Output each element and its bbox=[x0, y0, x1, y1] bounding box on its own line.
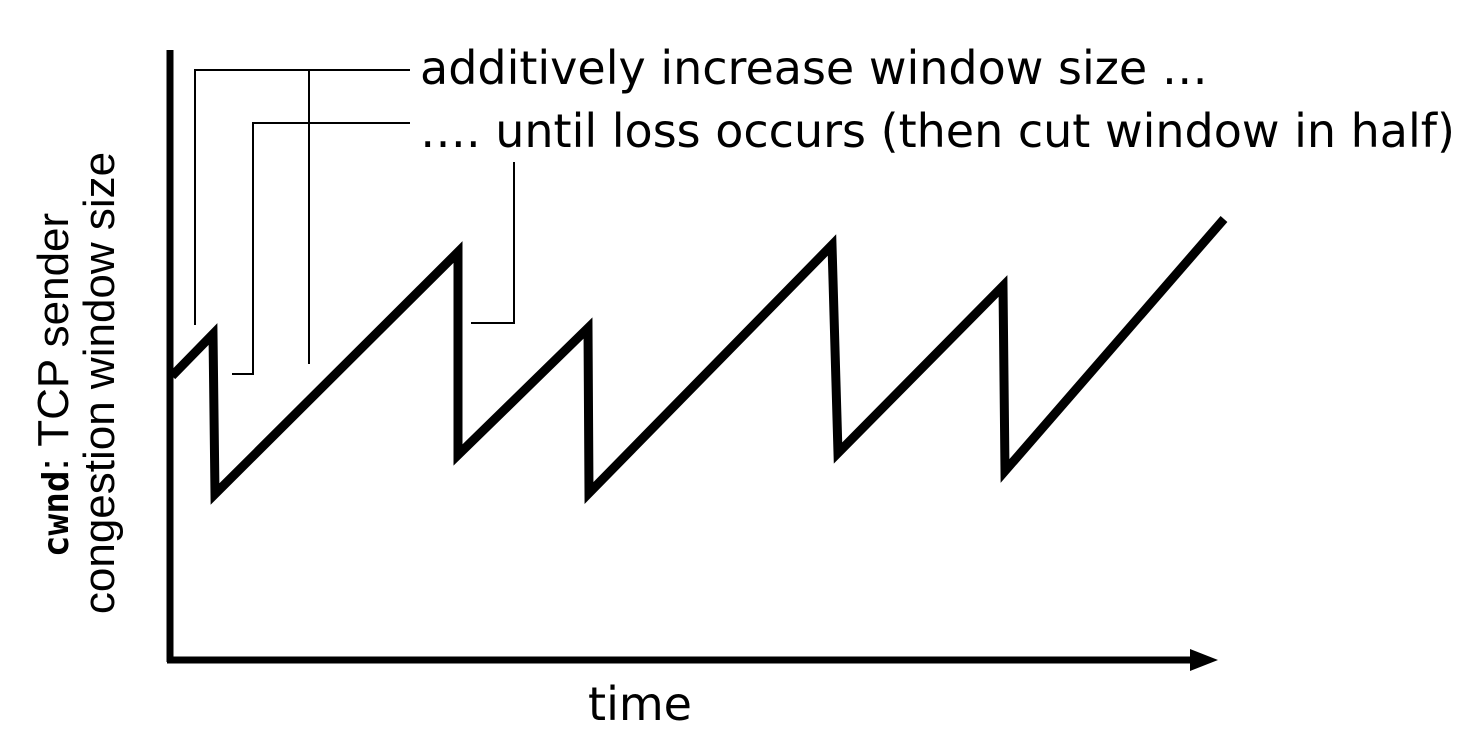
x-axis-arrowhead bbox=[1190, 649, 1218, 671]
callout-loss-line-2 bbox=[471, 162, 515, 324]
annotation-additive-increase: additively increase window size … bbox=[420, 41, 1208, 95]
annotation-loss-halving: …. until loss occurs (then cut window in… bbox=[420, 104, 1455, 158]
y-axis-label-line2: congestion window size bbox=[75, 152, 124, 614]
y-axis-label-line1: cwnd: TCP sender bbox=[29, 213, 78, 557]
callout-loss-line-1 bbox=[232, 122, 410, 375]
svg-text:cwnd: TCP sender: cwnd: TCP sender bbox=[29, 213, 78, 557]
y-axis-label-line2-group: congestion window size bbox=[75, 152, 124, 614]
y-axis-label-code: cwnd bbox=[36, 470, 77, 557]
y-axis-label-rest: : TCP sender bbox=[29, 213, 78, 471]
x-axis-label: time bbox=[588, 677, 692, 731]
callout-increase-line-1 bbox=[194, 69, 410, 325]
cwnd-sawtooth-line bbox=[168, 216, 1228, 505]
